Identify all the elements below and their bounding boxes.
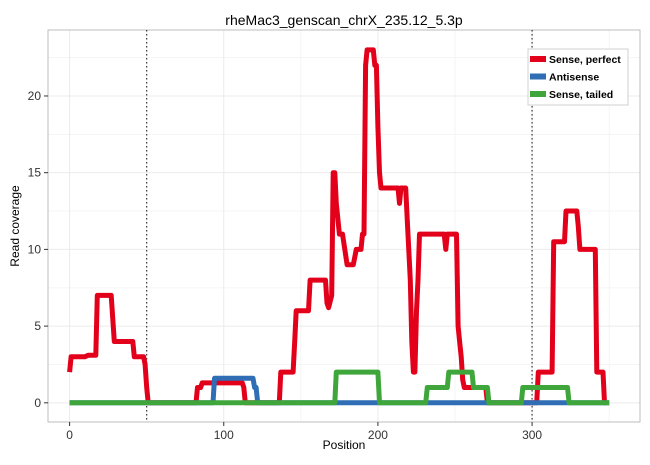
axes: 0 100 200 300 0 5 10 15 20 [28, 89, 543, 442]
legend-key-2 [530, 91, 546, 97]
y-tick-label: 15 [28, 166, 42, 180]
series-lines [67, 47, 610, 406]
legend-key-1 [530, 73, 546, 80]
legend: Sense, perfect Antisense Sense, tailed [527, 48, 629, 106]
x-tick-label: 200 [368, 428, 388, 442]
legend-label: Antisense [549, 72, 599, 84]
series-line-2 [69, 369, 610, 406]
x-axis-label: Position [323, 438, 366, 452]
series-line-1 [69, 375, 610, 406]
y-tick-label: 10 [28, 242, 42, 256]
legend-label: Sense, tailed [549, 89, 613, 101]
x-tick-label: 0 [66, 428, 73, 442]
chart-title: rheMac3_genscan_chrX_235.12_5.3p [225, 12, 463, 28]
legend-key-0 [530, 56, 546, 62]
panel-border [47, 29, 641, 423]
legend-label: Sense, perfect [549, 54, 621, 66]
y-tick-label: 20 [28, 89, 42, 103]
y-tick-label: 5 [34, 319, 41, 333]
y-axis-label: Read coverage [8, 185, 22, 267]
y-tick-label: 0 [34, 396, 41, 410]
x-tick-label: 300 [522, 428, 542, 442]
x-tick-label: 100 [214, 428, 234, 442]
